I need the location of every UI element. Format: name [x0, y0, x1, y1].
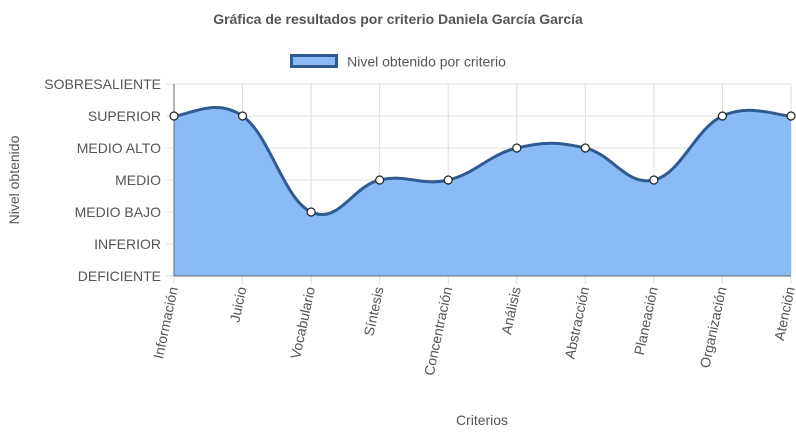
- y-axis-title: Nivel obtenido: [6, 135, 22, 224]
- data-point: [306, 207, 316, 217]
- x-tick-label: Síntesis: [361, 285, 387, 337]
- y-tick-label: MEDIO BAJO: [75, 204, 161, 220]
- legend[interactable]: Nivel obtenido por criterio: [0, 52, 796, 69]
- series-area: [174, 107, 791, 276]
- y-tick-label: SUPERIOR: [88, 108, 161, 124]
- legend-swatch: [290, 54, 339, 69]
- data-point: [580, 143, 590, 153]
- y-tick-label: INFERIOR: [94, 236, 161, 252]
- y-tick-label: MEDIO ALTO: [77, 140, 161, 156]
- x-tick-label: Atención: [771, 285, 796, 342]
- y-tick-label: SOBRESALIENTE: [44, 76, 161, 92]
- data-point: [512, 143, 522, 153]
- chart-title: Gráfica de resultados por criterio Danie…: [213, 11, 583, 27]
- x-tick-label: Análisis: [498, 285, 524, 336]
- data-point: [443, 175, 453, 185]
- x-tick-label: Información: [150, 285, 181, 360]
- data-point: [786, 111, 796, 121]
- x-tick-label: Concentración: [421, 285, 455, 377]
- data-point: [237, 111, 248, 121]
- series-line: [173, 105, 792, 216]
- data-point: [717, 111, 728, 121]
- x-tick-label: Planeación: [631, 285, 661, 356]
- y-tick-label: MEDIO: [115, 172, 161, 188]
- x-tick-label: Organización: [697, 285, 730, 369]
- x-tick-label: Juicio: [226, 285, 249, 324]
- data-point: [649, 175, 659, 185]
- data-point: [375, 175, 385, 185]
- legend-label: Nivel obtenido por criterio: [347, 53, 506, 70]
- x-tick-label: Abstracción: [561, 285, 592, 360]
- x-axis-title: Criterios: [456, 412, 508, 428]
- data-point: [169, 111, 179, 121]
- y-tick-label: DEFICIENTE: [78, 268, 161, 284]
- x-tick-label: Vocabulario: [287, 285, 318, 360]
